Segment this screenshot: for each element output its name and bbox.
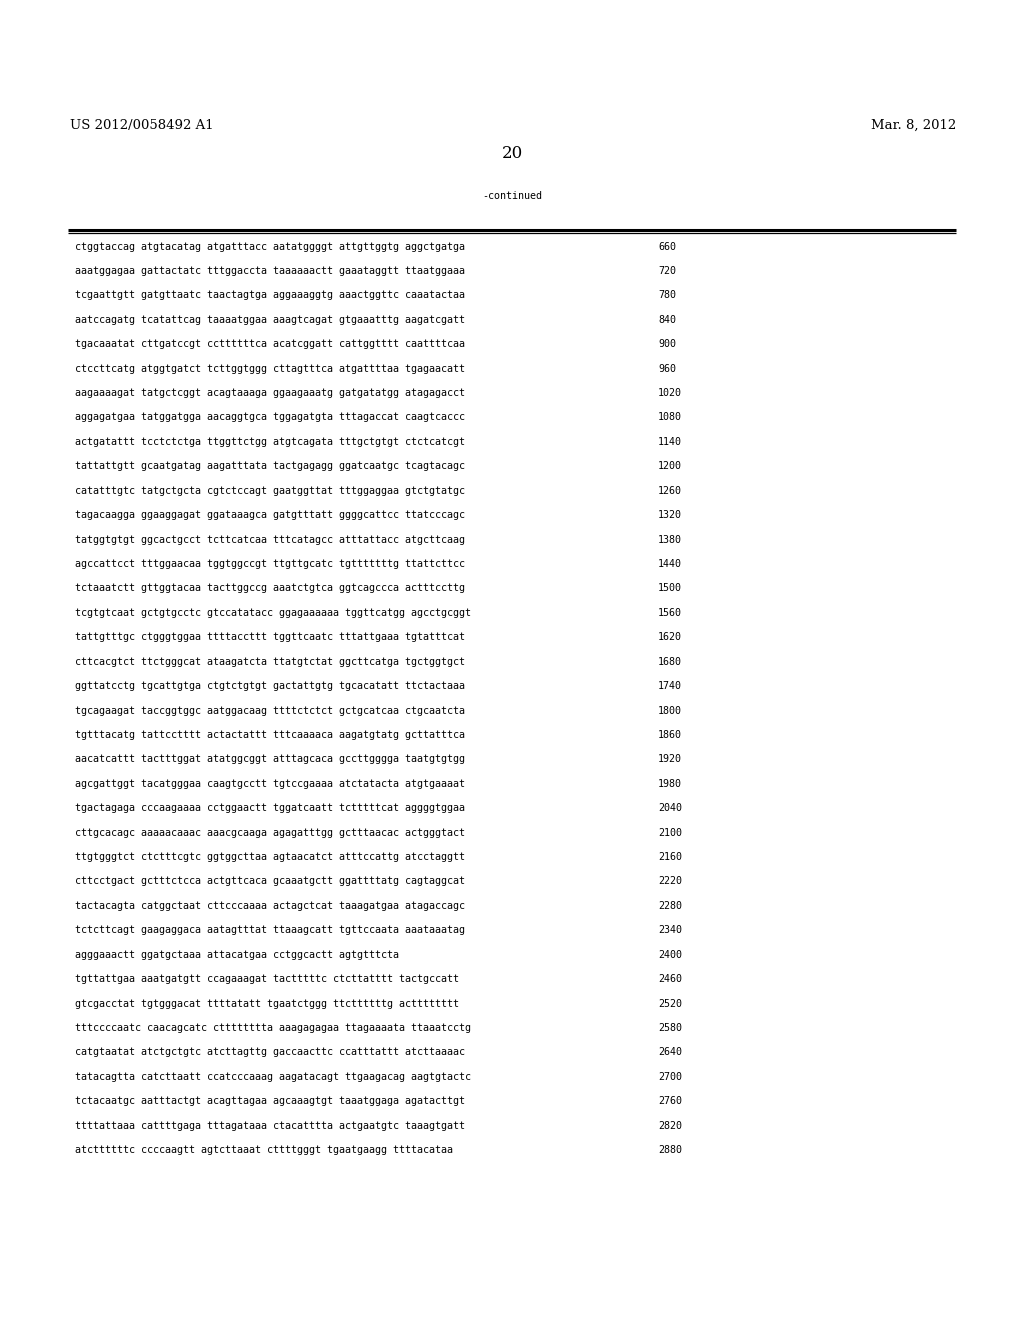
Text: agcgattggt tacatgggaa caagtgcctt tgtccgaaaa atctatacta atgtgaaaat: agcgattggt tacatgggaa caagtgcctt tgtccga… xyxy=(75,779,465,789)
Text: cttgcacagc aaaaacaaac aaacgcaaga agagatttgg gctttaacac actgggtact: cttgcacagc aaaaacaaac aaacgcaaga agagatt… xyxy=(75,828,465,838)
Text: tagacaagga ggaaggagat ggataaagca gatgtttatt ggggcattcc ttatcccagc: tagacaagga ggaaggagat ggataaagca gatgttt… xyxy=(75,510,465,520)
Text: 1500: 1500 xyxy=(658,583,682,594)
Text: tgacaaatat cttgatccgt ccttttttca acatcggatt cattggtttt caattttcaa: tgacaaatat cttgatccgt ccttttttca acatcgg… xyxy=(75,339,465,350)
Text: 720: 720 xyxy=(658,267,676,276)
Text: tttccccaatc caacagcatc ctttttttta aaagagagaa ttagaaaata ttaaatcctg: tttccccaatc caacagcatc ctttttttta aaagag… xyxy=(75,1023,471,1034)
Text: 1080: 1080 xyxy=(658,412,682,422)
Text: agccattcct tttggaacaa tggtggccgt ttgttgcatc tgtttttttg ttattcttcc: agccattcct tttggaacaa tggtggccgt ttgttgc… xyxy=(75,560,465,569)
Text: 2040: 2040 xyxy=(658,803,682,813)
Text: agggaaactt ggatgctaaa attacatgaa cctggcactt agtgtttcta: agggaaactt ggatgctaaa attacatgaa cctggca… xyxy=(75,949,399,960)
Text: 960: 960 xyxy=(658,363,676,374)
Text: 2220: 2220 xyxy=(658,876,682,887)
Text: 1380: 1380 xyxy=(658,535,682,545)
Text: catgtaatat atctgctgtc atcttagttg gaccaacttc ccatttattt atcttaaaac: catgtaatat atctgctgtc atcttagttg gaccaac… xyxy=(75,1047,465,1057)
Text: 20: 20 xyxy=(502,145,522,161)
Text: US 2012/0058492 A1: US 2012/0058492 A1 xyxy=(70,119,214,132)
Text: -continued: -continued xyxy=(482,190,542,201)
Text: tgtttacatg tattcctttt actactattt tttcaaaaca aagatgtatg gcttatttca: tgtttacatg tattcctttt actactattt tttcaaa… xyxy=(75,730,465,741)
Text: cttcctgact gctttctcca actgttcaca gcaaatgctt ggattttatg cagtaggcat: cttcctgact gctttctcca actgttcaca gcaaatg… xyxy=(75,876,465,887)
Text: tcgaattgtt gatgttaatc taactagtga aggaaaggtg aaactggttc caaatactaa: tcgaattgtt gatgttaatc taactagtga aggaaag… xyxy=(75,290,465,301)
Text: 2400: 2400 xyxy=(658,949,682,960)
Text: tattgtttgc ctgggtggaa ttttaccttt tggttcaatc tttattgaaa tgtatttcat: tattgtttgc ctgggtggaa ttttaccttt tggttca… xyxy=(75,632,465,643)
Text: tcgtgtcaat gctgtgcctc gtccatatacc ggagaaaaaa tggttcatgg agcctgcggt: tcgtgtcaat gctgtgcctc gtccatatacc ggagaa… xyxy=(75,607,471,618)
Text: gtcgacctat tgtgggacat ttttatatt tgaatctggg ttcttttttg actttttttt: gtcgacctat tgtgggacat ttttatatt tgaatctg… xyxy=(75,998,459,1008)
Text: 1800: 1800 xyxy=(658,705,682,715)
Text: 1140: 1140 xyxy=(658,437,682,447)
Text: aagaaaagat tatgctcggt acagtaaaga ggaagaaatg gatgatatgg atagagacct: aagaaaagat tatgctcggt acagtaaaga ggaagaa… xyxy=(75,388,465,399)
Text: tatggtgtgt ggcactgcct tcttcatcaa tttcatagcc atttattacc atgcttcaag: tatggtgtgt ggcactgcct tcttcatcaa tttcata… xyxy=(75,535,465,545)
Text: 1740: 1740 xyxy=(658,681,682,692)
Text: 2280: 2280 xyxy=(658,900,682,911)
Text: catatttgtc tatgctgcta cgtctccagt gaatggttat tttggaggaa gtctgtatgc: catatttgtc tatgctgcta cgtctccagt gaatggt… xyxy=(75,486,465,496)
Text: tattattgtt gcaatgatag aagatttata tactgagagg ggatcaatgc tcagtacagc: tattattgtt gcaatgatag aagatttata tactgag… xyxy=(75,461,465,471)
Text: Mar. 8, 2012: Mar. 8, 2012 xyxy=(870,119,956,132)
Text: 1260: 1260 xyxy=(658,486,682,496)
Text: 1980: 1980 xyxy=(658,779,682,789)
Text: 1020: 1020 xyxy=(658,388,682,399)
Text: 1860: 1860 xyxy=(658,730,682,741)
Text: 2460: 2460 xyxy=(658,974,682,985)
Text: ggttatcctg tgcattgtga ctgtctgtgt gactattgtg tgcacatatt ttctactaaa: ggttatcctg tgcattgtga ctgtctgtgt gactatt… xyxy=(75,681,465,692)
Text: ttttattaaa cattttgaga tttagataaa ctacatttta actgaatgtc taaagtgatt: ttttattaaa cattttgaga tttagataaa ctacatt… xyxy=(75,1121,465,1131)
Text: 2340: 2340 xyxy=(658,925,682,936)
Text: 900: 900 xyxy=(658,339,676,350)
Text: aggagatgaa tatggatgga aacaggtgca tggagatgta tttagaccat caagtcaccc: aggagatgaa tatggatgga aacaggtgca tggagat… xyxy=(75,412,465,422)
Text: ttgtgggtct ctctttcgtc ggtggcttaa agtaacatct atttccattg atcctaggtt: ttgtgggtct ctctttcgtc ggtggcttaa agtaaca… xyxy=(75,853,465,862)
Text: 1920: 1920 xyxy=(658,754,682,764)
Text: tatacagtta catcttaatt ccatcccaaag aagatacagt ttgaagacag aagtgtactc: tatacagtta catcttaatt ccatcccaaag aagata… xyxy=(75,1072,471,1082)
Text: tctcttcagt gaagaggaca aatagtttat ttaaagcatt tgttccaata aaataaatag: tctcttcagt gaagaggaca aatagtttat ttaaagc… xyxy=(75,925,465,936)
Text: aatccagatg tcatattcag taaaatggaa aaagtcagat gtgaaatttg aagatcgatt: aatccagatg tcatattcag taaaatggaa aaagtca… xyxy=(75,314,465,325)
Text: aaatggagaa gattactatc tttggaccta taaaaaactt gaaataggtt ttaatggaaa: aaatggagaa gattactatc tttggaccta taaaaaa… xyxy=(75,267,465,276)
Text: tgactagaga cccaagaaaa cctggaactt tggatcaatt tctttttcat aggggtggaa: tgactagaga cccaagaaaa cctggaactt tggatca… xyxy=(75,803,465,813)
Text: 1620: 1620 xyxy=(658,632,682,643)
Text: atcttttttc ccccaagtt agtcttaaat cttttgggt tgaatgaagg ttttacataa: atcttttttc ccccaagtt agtcttaaat cttttggg… xyxy=(75,1144,453,1155)
Text: 1560: 1560 xyxy=(658,607,682,618)
Text: tctacaatgc aatttactgt acagttagaa agcaaagtgt taaatggaga agatacttgt: tctacaatgc aatttactgt acagttagaa agcaaag… xyxy=(75,1096,465,1106)
Text: ctggtaccag atgtacatag atgatttacc aatatggggt attgttggtg aggctgatga: ctggtaccag atgtacatag atgatttacc aatatgg… xyxy=(75,242,465,252)
Text: 780: 780 xyxy=(658,290,676,301)
Text: 1200: 1200 xyxy=(658,461,682,471)
Text: 2880: 2880 xyxy=(658,1144,682,1155)
Text: aacatcattt tactttggat atatggcggt atttagcaca gccttgggga taatgtgtgg: aacatcattt tactttggat atatggcggt atttagc… xyxy=(75,754,465,764)
Text: tactacagta catggctaat cttcccaaaa actagctcat taaagatgaa atagaccagc: tactacagta catggctaat cttcccaaaa actagct… xyxy=(75,900,465,911)
Text: 660: 660 xyxy=(658,242,676,252)
Text: 2700: 2700 xyxy=(658,1072,682,1082)
Text: tctaaatctt gttggtacaa tacttggccg aaatctgtca ggtcagccca actttccttg: tctaaatctt gttggtacaa tacttggccg aaatctg… xyxy=(75,583,465,594)
Text: cttcacgtct ttctgggcat ataagatcta ttatgtctat ggcttcatga tgctggtgct: cttcacgtct ttctgggcat ataagatcta ttatgtc… xyxy=(75,656,465,667)
Text: 2160: 2160 xyxy=(658,853,682,862)
Text: 1440: 1440 xyxy=(658,560,682,569)
Text: actgatattt tcctctctga ttggttctgg atgtcagata tttgctgtgt ctctcatcgt: actgatattt tcctctctga ttggttctgg atgtcag… xyxy=(75,437,465,447)
Text: 2100: 2100 xyxy=(658,828,682,838)
Text: 2580: 2580 xyxy=(658,1023,682,1034)
Text: 2520: 2520 xyxy=(658,998,682,1008)
Text: 840: 840 xyxy=(658,314,676,325)
Text: ctccttcatg atggtgatct tcttggtggg cttagtttca atgattttaa tgagaacatt: ctccttcatg atggtgatct tcttggtggg cttagtt… xyxy=(75,363,465,374)
Text: tgcagaagat taccggtggc aatggacaag ttttctctct gctgcatcaa ctgcaatcta: tgcagaagat taccggtggc aatggacaag ttttctc… xyxy=(75,705,465,715)
Text: 2760: 2760 xyxy=(658,1096,682,1106)
Text: 1320: 1320 xyxy=(658,510,682,520)
Text: tgttattgaa aaatgatgtt ccagaaagat tactttttc ctcttatttt tactgccatt: tgttattgaa aaatgatgtt ccagaaagat tactttt… xyxy=(75,974,459,985)
Text: 2640: 2640 xyxy=(658,1047,682,1057)
Text: 1680: 1680 xyxy=(658,656,682,667)
Text: 2820: 2820 xyxy=(658,1121,682,1131)
